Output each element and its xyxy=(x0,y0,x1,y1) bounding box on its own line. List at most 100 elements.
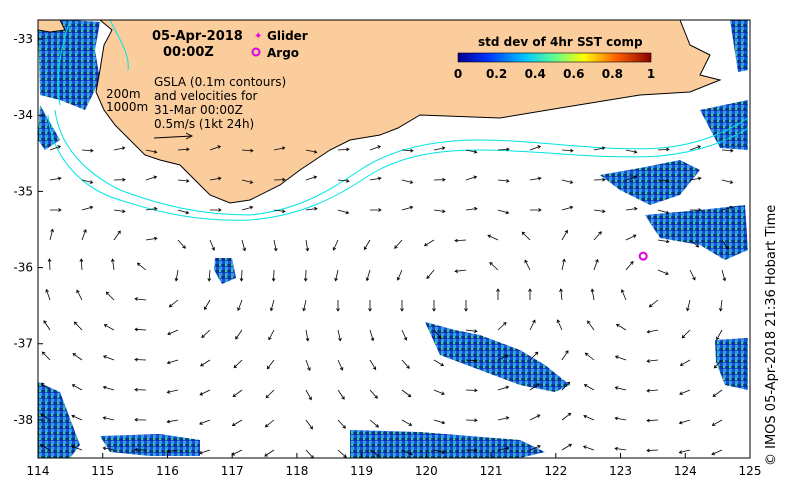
velocity-arrow xyxy=(337,389,345,400)
glider-marker-icon: ✦ xyxy=(254,31,262,42)
velocity-arrow xyxy=(50,208,62,212)
velocity-arrow xyxy=(529,445,541,451)
velocity-arrow xyxy=(45,288,51,301)
velocity-arrow xyxy=(465,206,478,211)
velocity-arrow xyxy=(464,300,468,312)
colorbar-tick-label: 0.4 xyxy=(525,67,546,81)
sst-patch xyxy=(645,205,748,260)
velocity-arrow xyxy=(145,236,158,241)
velocity-arrow xyxy=(265,389,275,399)
velocity-arrow xyxy=(529,383,540,391)
velocity-arrow xyxy=(49,176,62,181)
velocity-arrow xyxy=(433,359,445,367)
velocity-arrow xyxy=(47,258,52,271)
velocity-arrow xyxy=(336,300,340,312)
x-tick-label: 119 xyxy=(350,464,373,478)
velocity-arrow xyxy=(689,239,700,248)
velocity-arrow xyxy=(102,446,115,451)
velocity-arrow xyxy=(401,148,414,153)
velocity-arrow xyxy=(305,149,318,154)
velocity-arrow xyxy=(615,323,627,331)
velocity-arrow xyxy=(177,209,190,215)
velocity-arrow xyxy=(209,176,222,181)
land-mass xyxy=(95,19,722,204)
velocity-arrow xyxy=(496,288,500,300)
velocity-arrow xyxy=(561,179,574,184)
contour-line xyxy=(57,19,71,106)
velocity-arrow xyxy=(305,239,310,252)
velocity-arrow xyxy=(529,145,542,151)
velocity-arrow xyxy=(433,329,442,340)
velocity-arrow xyxy=(110,258,115,271)
velocity-arrow xyxy=(81,205,94,211)
velocity-arrow xyxy=(200,359,211,367)
sst-patch xyxy=(730,20,748,72)
velocity-arrow xyxy=(305,175,318,181)
velocity-arrow xyxy=(497,385,510,391)
velocity-arrow xyxy=(145,206,158,211)
velocity-arrow xyxy=(561,412,572,421)
velocity-arrow xyxy=(237,299,243,312)
velocity-arrow xyxy=(401,205,414,211)
x-tick-label: 114 xyxy=(27,464,50,478)
velocity-arrow xyxy=(337,419,346,429)
velocity-arrow xyxy=(271,269,276,282)
velocity-arrow xyxy=(433,146,446,151)
velocity-arrow xyxy=(465,175,478,181)
scale-arrow xyxy=(153,135,193,139)
velocity-arrow xyxy=(465,388,478,393)
velocity-arrow xyxy=(657,179,670,183)
velocity-arrow xyxy=(305,329,310,342)
velocity-arrow xyxy=(198,449,211,455)
velocity-arrow xyxy=(41,351,51,361)
sst-patch xyxy=(214,258,236,284)
velocity-arrow xyxy=(241,205,254,211)
velocity-arrow xyxy=(400,300,404,312)
velocity-arrow xyxy=(561,205,574,211)
velocity-arrow xyxy=(561,381,571,391)
annotation-line-4: 0.5m/s (1kt 24h) xyxy=(154,117,254,131)
velocity-arrow xyxy=(426,269,435,280)
velocity-arrow xyxy=(134,297,147,301)
annotation-line-3: 31-Mar 00:00Z xyxy=(154,103,243,117)
velocity-arrow xyxy=(337,209,350,215)
velocity-arrow xyxy=(334,269,339,282)
velocity-arrow xyxy=(521,231,531,241)
velocity-arrow xyxy=(370,208,382,212)
velocity-arrow xyxy=(489,261,499,271)
velocity-arrow xyxy=(593,209,606,214)
velocity-arrow xyxy=(305,419,313,430)
velocity-arrow xyxy=(582,445,595,451)
velocity-arrow xyxy=(209,145,222,151)
velocity-arrow xyxy=(199,389,211,396)
velocity-arrow xyxy=(174,269,179,282)
y-tick-label: -38 xyxy=(13,413,33,427)
bathymetry-contours xyxy=(47,19,749,221)
velocity-arrow xyxy=(177,179,190,183)
velocity-arrow xyxy=(657,269,669,275)
velocity-arrow xyxy=(625,206,638,211)
x-tick-label: 122 xyxy=(544,464,567,478)
velocity-arrow xyxy=(369,176,382,181)
annotation-line-1: GSLA (0.1m contours) xyxy=(154,75,286,89)
velocity-arrow xyxy=(646,359,659,363)
velocity-arrow xyxy=(40,382,51,391)
velocity-arrow xyxy=(625,149,638,154)
velocity-arrow xyxy=(679,389,691,395)
velocity-arrow xyxy=(713,359,723,369)
velocity-arrow xyxy=(529,351,539,361)
velocity-arrow xyxy=(49,145,62,151)
velocity-arrow xyxy=(614,386,627,391)
velocity-arrow xyxy=(646,388,659,393)
velocity-arrow xyxy=(689,145,702,151)
sst-patch xyxy=(38,382,80,458)
velocity-arrow xyxy=(593,231,602,241)
colorbar-ticks: 0 0.2 0.4 0.6 0.8 1 xyxy=(454,67,655,81)
velocity-arrow xyxy=(678,449,691,454)
velocity-arrow xyxy=(712,389,723,397)
map-date: 05-Apr-2018 xyxy=(152,29,243,44)
velocity-arrow xyxy=(689,176,702,181)
velocity-arrow xyxy=(648,299,659,308)
velocity-arrow xyxy=(166,449,179,454)
